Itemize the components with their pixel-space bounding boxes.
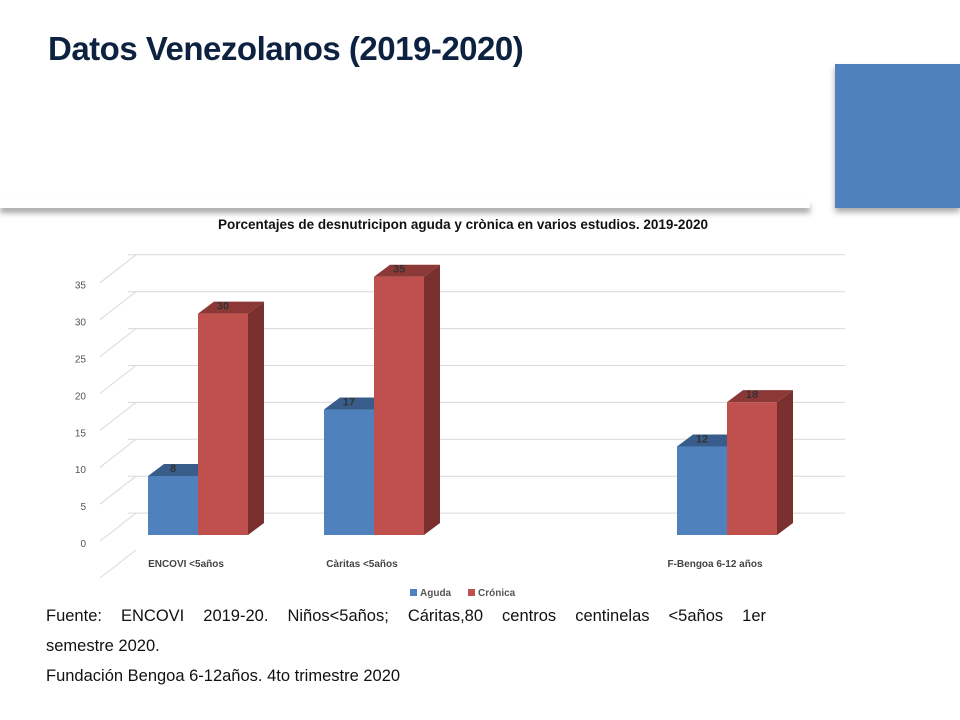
legend: Aguda Crónica bbox=[410, 588, 516, 599]
legend-label: Crónica bbox=[478, 588, 516, 599]
bar-top bbox=[148, 463, 214, 476]
y-tick-label: 25 bbox=[75, 355, 87, 366]
legend-swatch bbox=[410, 589, 417, 596]
bars: 8 30 17 35 12 18 bbox=[148, 264, 793, 535]
bar-top bbox=[727, 390, 793, 403]
bar-top bbox=[677, 434, 743, 447]
gridline-side bbox=[99, 475, 137, 505]
y-tick-label: 10 bbox=[75, 465, 87, 476]
y-tick-label: 0 bbox=[80, 539, 86, 550]
slide-title: Datos Venezolanos (2019-2020) bbox=[48, 30, 524, 67]
data-label: 8 bbox=[170, 463, 176, 475]
bar-top bbox=[324, 397, 390, 410]
y-tick-label: 20 bbox=[75, 391, 87, 402]
source-line-1: Fuente: ENCOVI 2019-20. Niños<5años; Cár… bbox=[46, 607, 766, 625]
bar-front bbox=[148, 475, 198, 535]
header-divider bbox=[0, 200, 810, 208]
gridline-side bbox=[99, 438, 137, 468]
data-label: 35 bbox=[393, 264, 405, 276]
bar-top bbox=[198, 301, 264, 314]
x-tick-label: F-Bengoa 6-12 años bbox=[667, 559, 762, 570]
y-tick-label: 5 bbox=[80, 502, 86, 513]
bar-front bbox=[677, 446, 727, 535]
bar-crónica: 18 bbox=[727, 389, 793, 535]
x-tick-label: Càritas <5años bbox=[326, 559, 398, 570]
y-tick-label: 15 bbox=[75, 428, 87, 439]
source-line-3: Fundación Bengoa 6-12años. 4to trimestre… bbox=[46, 667, 401, 685]
bar-side bbox=[248, 301, 264, 535]
gridline-side bbox=[99, 512, 137, 542]
legend-label: Aguda bbox=[420, 588, 452, 599]
legend-swatch bbox=[468, 589, 475, 596]
gridline-side bbox=[99, 328, 137, 357]
bar-top bbox=[374, 264, 440, 277]
x-axis-labels: ENCOVI <5años Càritas <5años F-Bengoa 6-12… bbox=[148, 559, 763, 570]
data-label: 17 bbox=[343, 397, 355, 409]
bar-front bbox=[374, 276, 424, 535]
x-tick-label: ENCOVI <5años bbox=[148, 559, 224, 570]
bar-front bbox=[727, 402, 777, 535]
bar-side bbox=[777, 390, 793, 535]
y-tick-label: 35 bbox=[75, 281, 87, 292]
bar-front bbox=[198, 313, 248, 535]
gridline-side bbox=[99, 402, 137, 431]
bar-crónica: 30 bbox=[198, 301, 264, 535]
gridline-side bbox=[99, 365, 137, 394]
gridline-side bbox=[99, 254, 137, 284]
bar-front bbox=[324, 409, 374, 535]
y-axis-ticks: 0 5 10 15 20 25 30 35 bbox=[75, 281, 87, 550]
y-tick-label: 30 bbox=[75, 318, 87, 329]
bar-chart: Porcentajes de desnutricipon aguda y crò… bbox=[75, 217, 845, 599]
data-label: 30 bbox=[217, 301, 229, 313]
gridline-side bbox=[99, 549, 137, 579]
bar-crónica: 35 bbox=[374, 264, 440, 535]
data-label: 18 bbox=[746, 389, 758, 401]
chart-title: Porcentajes de desnutricipon aguda y crò… bbox=[218, 217, 708, 232]
source-line-2: semestre 2020. bbox=[46, 637, 160, 655]
bar-side bbox=[424, 264, 440, 535]
data-label: 12 bbox=[696, 433, 708, 445]
accent-block bbox=[835, 64, 960, 208]
gridline-side bbox=[99, 291, 137, 321]
